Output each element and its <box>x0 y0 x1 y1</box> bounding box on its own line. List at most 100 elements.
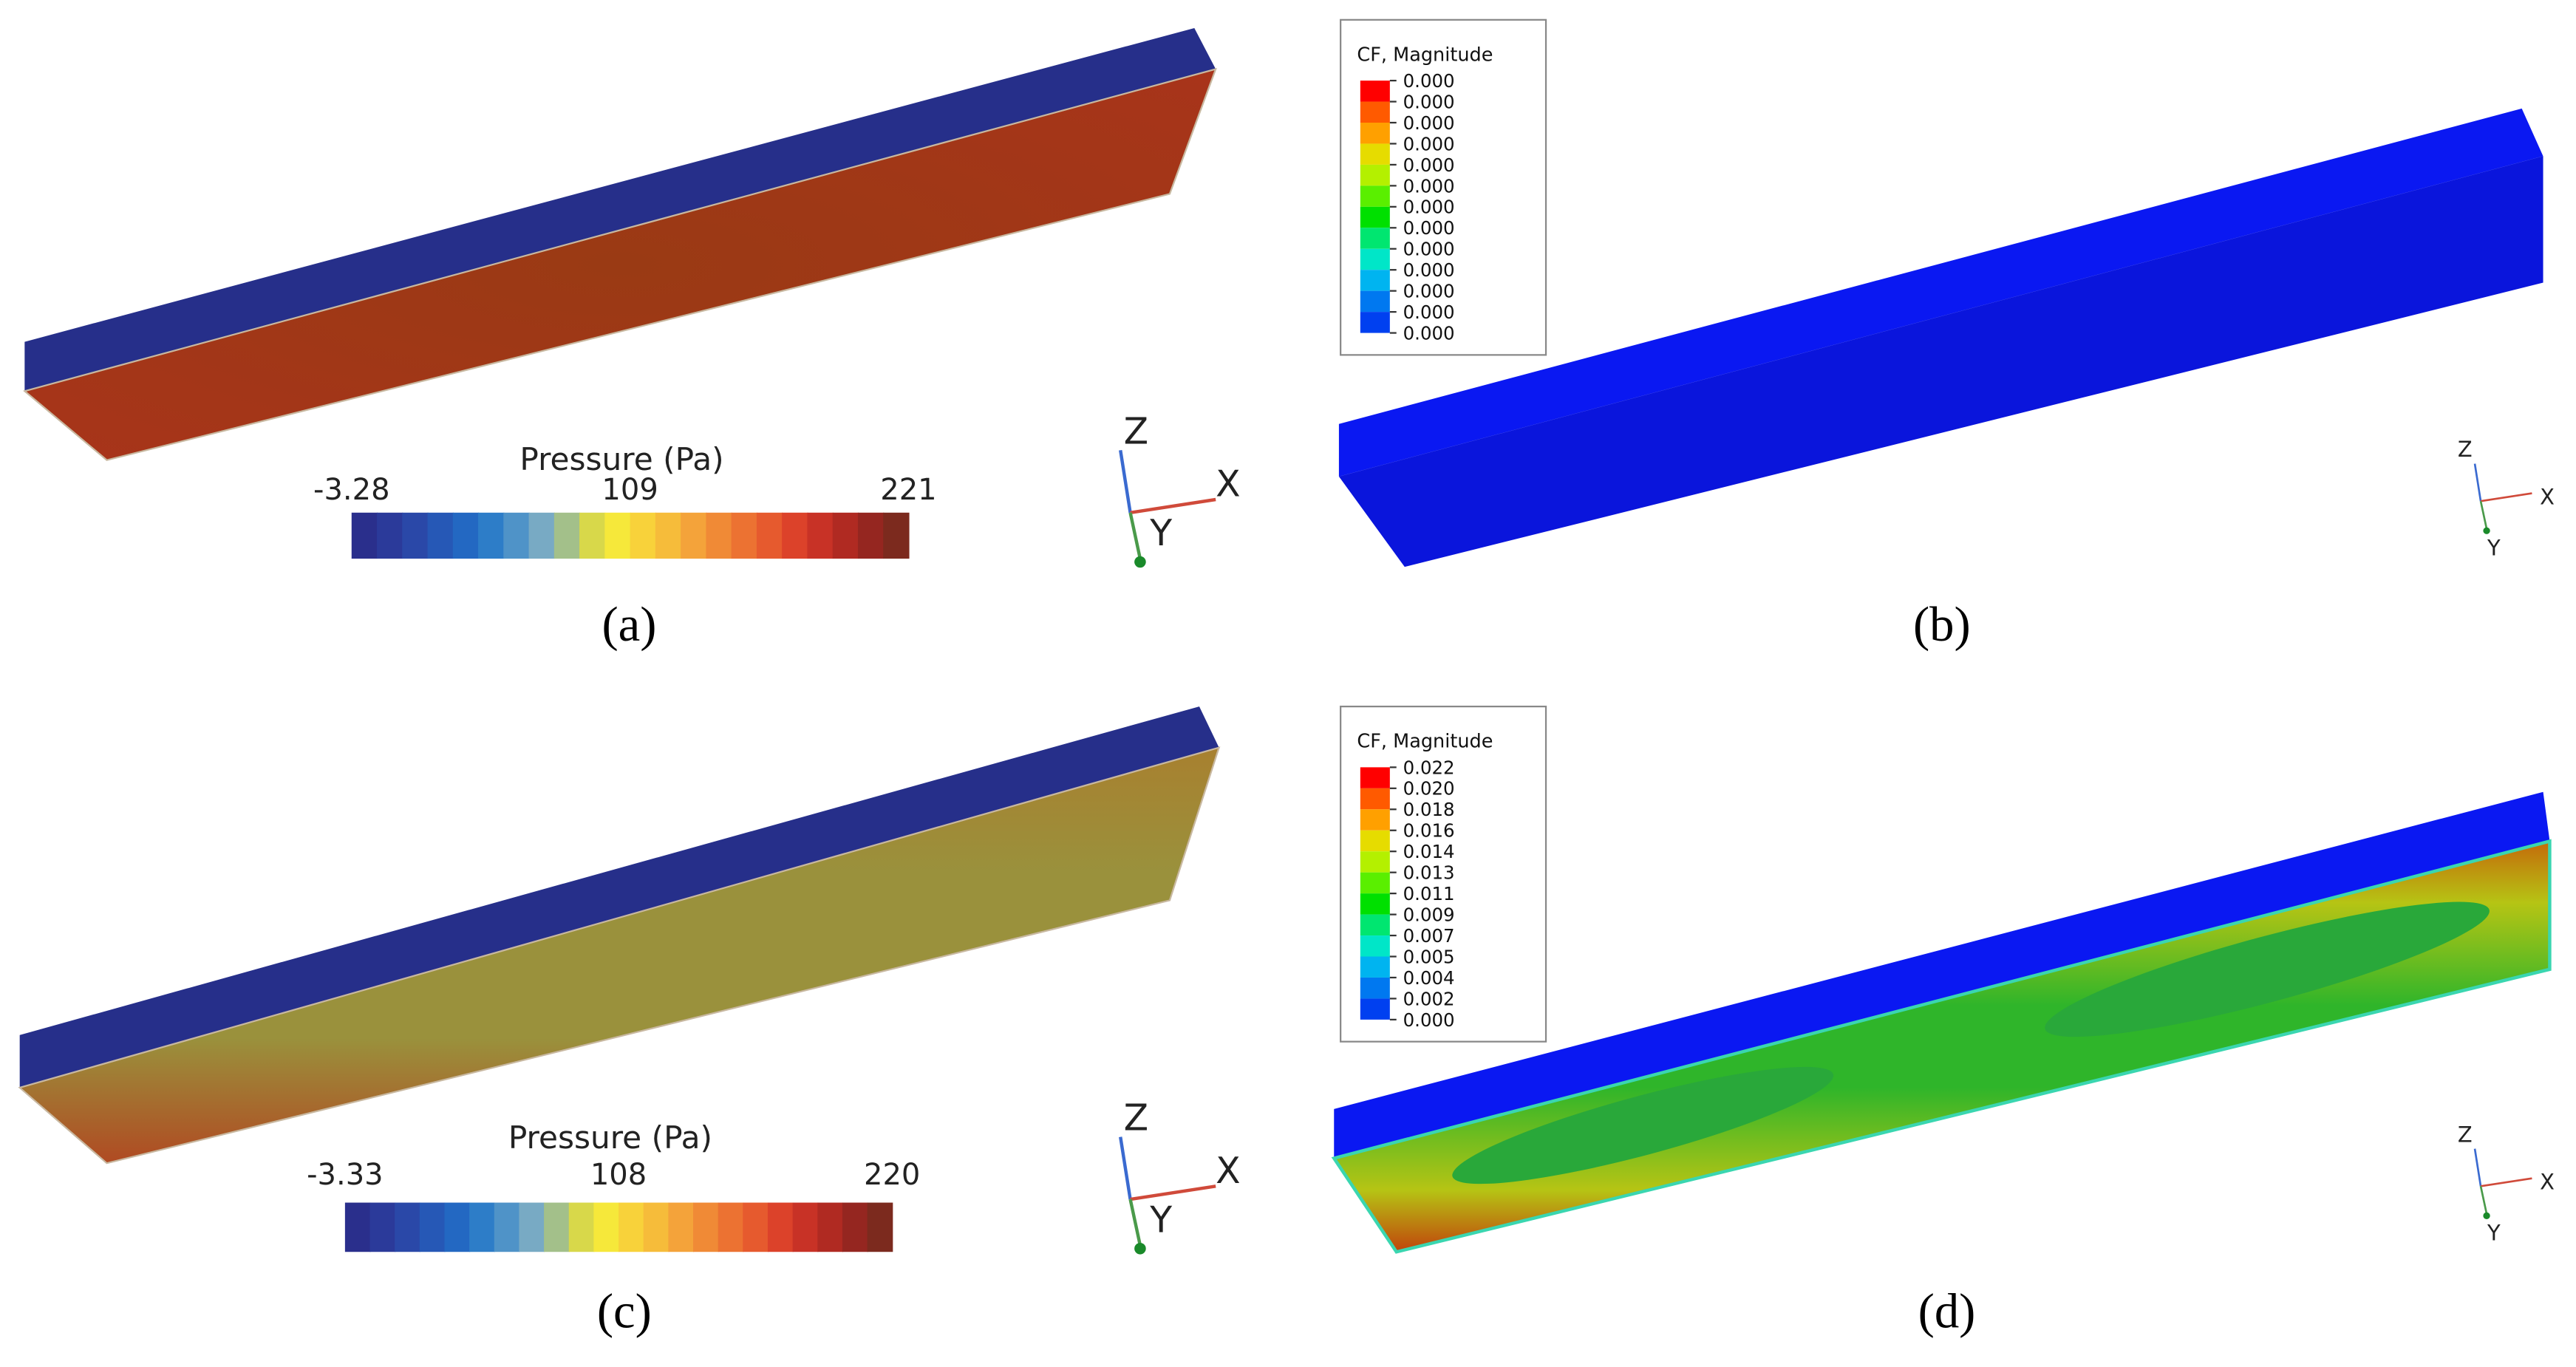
panel-label: (a) <box>602 598 656 652</box>
colorbar-tick: -3.33 <box>307 1158 384 1192</box>
legend-swatch <box>1360 81 1390 102</box>
colorbar-cell <box>782 512 808 559</box>
axis-label-x: X <box>2540 1170 2555 1195</box>
legend-value: 0.004 <box>1403 967 1455 989</box>
axis-label-z: Z <box>2458 1122 2473 1147</box>
legend-title: CF, Magnitude <box>1357 731 1493 753</box>
legend-swatch <box>1360 914 1390 936</box>
legend-value: 0.000 <box>1403 154 1455 176</box>
colorbar-cell <box>351 512 378 559</box>
axis-dot <box>2483 527 2490 534</box>
axis-label-x: X <box>2540 485 2555 510</box>
colorbar-cell <box>692 1202 719 1252</box>
colorbar-tick: 108 <box>590 1158 647 1192</box>
legend-value: 0.000 <box>1403 175 1455 197</box>
legend-swatch <box>1360 956 1390 978</box>
beam-top <box>1334 791 2550 1159</box>
axis-label-z: Z <box>2458 437 2473 462</box>
colorbar-cell <box>630 512 656 559</box>
legend-value: 0.014 <box>1403 841 1455 862</box>
legend-value: 0.007 <box>1403 925 1455 947</box>
legend-swatch <box>1360 851 1390 873</box>
colorbar-cell <box>528 512 555 559</box>
colorbar-cell <box>402 512 429 559</box>
legend-value: 0.020 <box>1403 778 1455 800</box>
legend-value: 0.000 <box>1403 70 1455 92</box>
axis-label-x: X <box>1216 1150 1241 1192</box>
legend-value: 0.016 <box>1403 820 1455 842</box>
beam-front <box>23 67 1217 461</box>
legend-value: 0.000 <box>1403 112 1455 134</box>
axis-label-y: Y <box>1149 1199 1172 1241</box>
colorbar-cell <box>867 1202 893 1252</box>
legend-swatch <box>1360 164 1390 186</box>
colorbar-cell <box>668 1202 695 1252</box>
axis-label-y: Y <box>2487 536 2501 561</box>
legend-value: 0.000 <box>1403 301 1455 323</box>
colorbar-cell <box>643 1202 669 1252</box>
colorbar-tick: 220 <box>864 1158 920 1192</box>
legend-swatch <box>1360 101 1390 123</box>
axis-label-z: Z <box>1124 1097 1149 1139</box>
legend-value: 0.013 <box>1403 862 1455 884</box>
legend-swatch <box>1360 312 1390 333</box>
beam-front <box>18 746 1221 1165</box>
legend-swatch <box>1360 185 1390 207</box>
legend-value: 0.000 <box>1403 217 1455 239</box>
axis-z <box>2473 463 2482 502</box>
colorbar-cell <box>832 512 859 559</box>
overlays: (a) Pressure (Pa) -3.28 109 221 Z X Y (b) CF, Mag… <box>307 18 2555 1339</box>
colorbar-cell <box>579 512 606 559</box>
legend-swatch <box>1360 893 1390 915</box>
colorbar-cell <box>756 512 783 559</box>
axis-label-x: X <box>1216 463 1241 505</box>
legend-swatch <box>1360 206 1390 228</box>
axis-z <box>2473 1148 2482 1187</box>
axis-x <box>1130 497 1216 514</box>
colorbar-cell <box>655 512 682 559</box>
beam-top <box>1338 108 2543 477</box>
colorbar-cell <box>842 1202 868 1252</box>
colorbar-cell <box>718 1202 744 1252</box>
legend-swatch <box>1360 809 1390 831</box>
axis-dot <box>1134 1243 1146 1255</box>
legend-swatch <box>1360 122 1390 144</box>
legend-title: CF, Magnitude <box>1357 44 1493 66</box>
legend-swatch <box>1360 290 1390 313</box>
legend-value: 0.000 <box>1403 91 1455 112</box>
beam-top <box>24 27 1216 392</box>
colorbar-cell <box>767 1202 794 1252</box>
legend-swatch <box>1360 228 1390 249</box>
colorbar-cell <box>452 512 480 559</box>
colorbar-cell <box>817 1202 844 1252</box>
legend-value: 0.000 <box>1403 281 1455 302</box>
axis-x <box>1130 1184 1216 1201</box>
colorbar-cell <box>857 512 885 559</box>
colorbar-cell <box>553 512 581 559</box>
legend-swatch <box>1360 270 1390 291</box>
legend-swatch <box>1360 143 1390 165</box>
axis-z <box>1119 449 1132 514</box>
legend-value: 0.011 <box>1403 883 1455 904</box>
colorbar-cell <box>369 1202 396 1252</box>
colorbar-title: Pressure (Pa) <box>519 441 723 477</box>
legend-value: 0.018 <box>1403 799 1455 820</box>
axis-label-z: Z <box>1124 410 1149 452</box>
colorbar-cell <box>593 1202 620 1252</box>
colorbar-cell <box>706 512 732 559</box>
colorbar-tick: 109 <box>602 473 658 507</box>
beam-front <box>1338 156 2543 567</box>
colorbar-cell <box>883 512 910 559</box>
axis-z <box>1119 1136 1132 1200</box>
axis-y <box>1128 1199 1142 1246</box>
axis-label-y: Y <box>1149 512 1172 554</box>
contour <box>2045 901 2490 1037</box>
colorbar-cell <box>568 1202 595 1252</box>
panel-label: (d) <box>1918 1285 1976 1339</box>
axis-dot <box>1134 556 1146 568</box>
legend-value: 0.005 <box>1403 946 1455 967</box>
axis-y <box>2479 500 2488 529</box>
legend-value: 0.000 <box>1403 239 1455 260</box>
legend-value: 0.022 <box>1403 757 1455 778</box>
